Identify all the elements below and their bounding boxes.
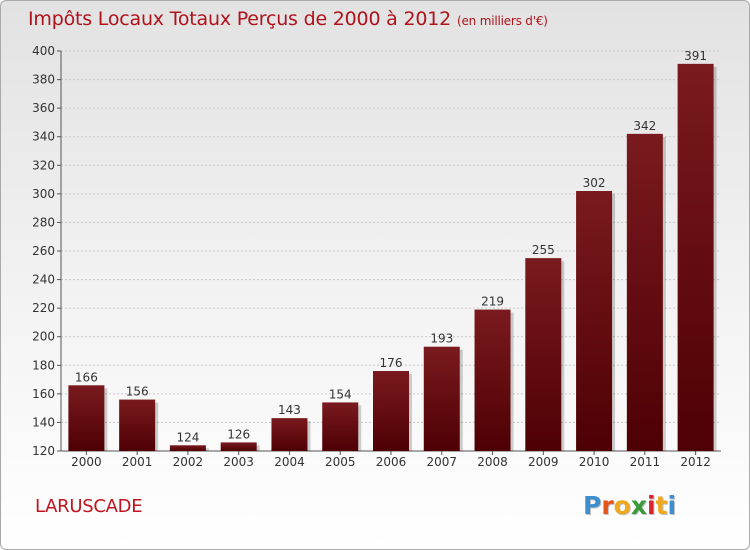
bar-value-label: 391 bbox=[684, 49, 707, 63]
x-tick-label: 2008 bbox=[477, 455, 508, 469]
x-tick-label: 2006 bbox=[376, 455, 407, 469]
chart-title: Impôts Locaux Totaux Perçus de 2000 à 20… bbox=[28, 8, 548, 30]
y-tick-label: 180 bbox=[32, 358, 55, 372]
bar bbox=[677, 63, 714, 451]
bar bbox=[169, 445, 206, 451]
x-tick-label: 2010 bbox=[579, 455, 610, 469]
bar-value-label: 156 bbox=[126, 385, 149, 399]
bar bbox=[322, 402, 359, 451]
logo-letter: i bbox=[647, 491, 656, 520]
y-tick-label: 160 bbox=[32, 387, 55, 401]
bar-value-label: 154 bbox=[329, 387, 352, 401]
bar-value-label: 126 bbox=[227, 427, 250, 441]
x-tick-label: 2005 bbox=[325, 455, 356, 469]
y-tick-label: 320 bbox=[32, 158, 55, 172]
bar bbox=[525, 258, 562, 451]
logo-letter: P bbox=[583, 491, 602, 520]
logo-letter: i bbox=[667, 491, 677, 520]
logo-letter: t bbox=[655, 491, 668, 520]
bar-value-label: 255 bbox=[532, 243, 555, 257]
y-tick-label: 360 bbox=[32, 101, 55, 115]
x-tick-label: 2002 bbox=[173, 455, 204, 469]
y-tick-label: 380 bbox=[32, 73, 55, 87]
x-tick-label: 2001 bbox=[122, 455, 153, 469]
y-tick-label: 200 bbox=[32, 330, 55, 344]
x-tick-label: 2012 bbox=[680, 455, 711, 469]
bar bbox=[119, 399, 156, 451]
title-text: Impôts Locaux Totaux Perçus de 2000 à 20… bbox=[28, 8, 452, 30]
bar-value-label: 124 bbox=[176, 430, 199, 444]
y-tick-label: 140 bbox=[32, 415, 55, 429]
y-tick-label: 300 bbox=[32, 187, 55, 201]
x-tick-label: 2007 bbox=[426, 455, 457, 469]
title-unit: (en milliers d'€) bbox=[457, 14, 548, 28]
bar bbox=[220, 442, 257, 451]
bar-value-label: 176 bbox=[380, 356, 403, 370]
y-tick-label: 260 bbox=[32, 244, 55, 258]
y-tick-label: 400 bbox=[32, 44, 55, 58]
x-tick-label: 2011 bbox=[630, 455, 661, 469]
logo-letter: o bbox=[613, 491, 631, 520]
bar-value-label: 166 bbox=[75, 370, 98, 384]
bar bbox=[423, 346, 460, 451]
bar bbox=[373, 371, 409, 451]
bar bbox=[68, 385, 105, 451]
x-tick-label: 2000 bbox=[71, 455, 102, 469]
bar-value-label: 302 bbox=[583, 176, 606, 190]
y-tick-label: 220 bbox=[32, 301, 55, 315]
bar bbox=[271, 418, 308, 451]
bar-value-label: 193 bbox=[430, 332, 453, 346]
logo-letter: x bbox=[630, 491, 647, 520]
bar-value-label: 219 bbox=[481, 295, 504, 309]
x-tick-label: 2004 bbox=[274, 455, 305, 469]
place-name: LARUSCADE bbox=[35, 496, 143, 517]
proxiti-logo: Proxiti bbox=[583, 491, 676, 520]
logo-letter: r bbox=[601, 491, 614, 520]
y-tick-label: 240 bbox=[32, 273, 55, 287]
bar bbox=[474, 309, 511, 451]
x-tick-label: 2003 bbox=[223, 455, 254, 469]
y-tick-label: 120 bbox=[32, 444, 55, 458]
bar bbox=[626, 133, 663, 451]
y-tick-label: 340 bbox=[32, 130, 55, 144]
bar bbox=[576, 191, 613, 451]
x-tick-label: 2009 bbox=[528, 455, 559, 469]
y-tick-label: 280 bbox=[32, 215, 55, 229]
bar-value-label: 342 bbox=[633, 119, 656, 133]
bar-value-label: 143 bbox=[278, 403, 301, 417]
